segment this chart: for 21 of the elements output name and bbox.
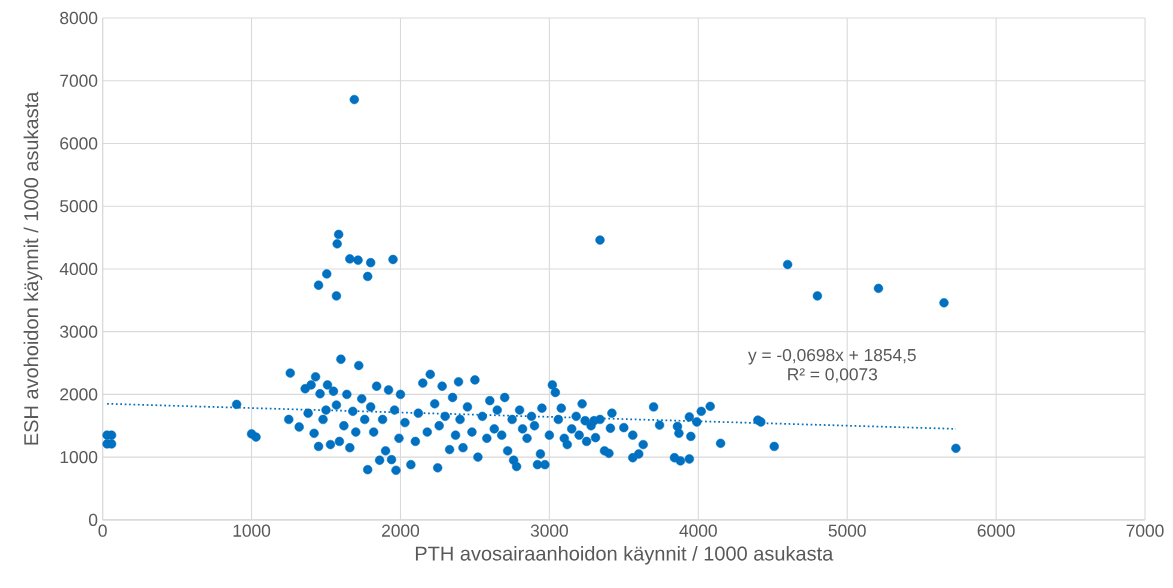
x-tick-label: 7000 bbox=[1126, 524, 1164, 537]
x-tick-label: 4000 bbox=[679, 524, 717, 537]
x-tick-label: 2000 bbox=[382, 524, 420, 537]
y-tick-label: 7000 bbox=[60, 74, 98, 87]
y-tick-label: 6000 bbox=[60, 137, 98, 150]
y-tick-label: 5000 bbox=[60, 200, 98, 213]
y-tick-label: 0 bbox=[88, 513, 98, 527]
x-tick-label: 1000 bbox=[233, 524, 271, 537]
x-axis-title: PTH avosairaanhoidon käynnit / 1000 asukasta bbox=[415, 546, 834, 565]
y-axis-title: ESH avohoidon käynnit / 1000 asukasta bbox=[23, 91, 43, 445]
annotation: R² = 0,0073 bbox=[788, 368, 878, 383]
y-tick-label: 3000 bbox=[60, 325, 98, 338]
x-tick-label: 0 bbox=[98, 524, 107, 537]
y-tick-label: 2000 bbox=[60, 388, 98, 401]
x-tick-label: 5000 bbox=[828, 524, 866, 537]
y-tick-label: 4000 bbox=[59, 262, 98, 276]
y-tick-label: 1000 bbox=[60, 451, 98, 464]
x-tick-label: 6000 bbox=[977, 524, 1015, 537]
y-tick-label: 8000 bbox=[60, 11, 98, 25]
x-tick-label: 3000 bbox=[530, 524, 568, 537]
annotation: y = -0,0698x + 1854,5 bbox=[748, 348, 916, 365]
